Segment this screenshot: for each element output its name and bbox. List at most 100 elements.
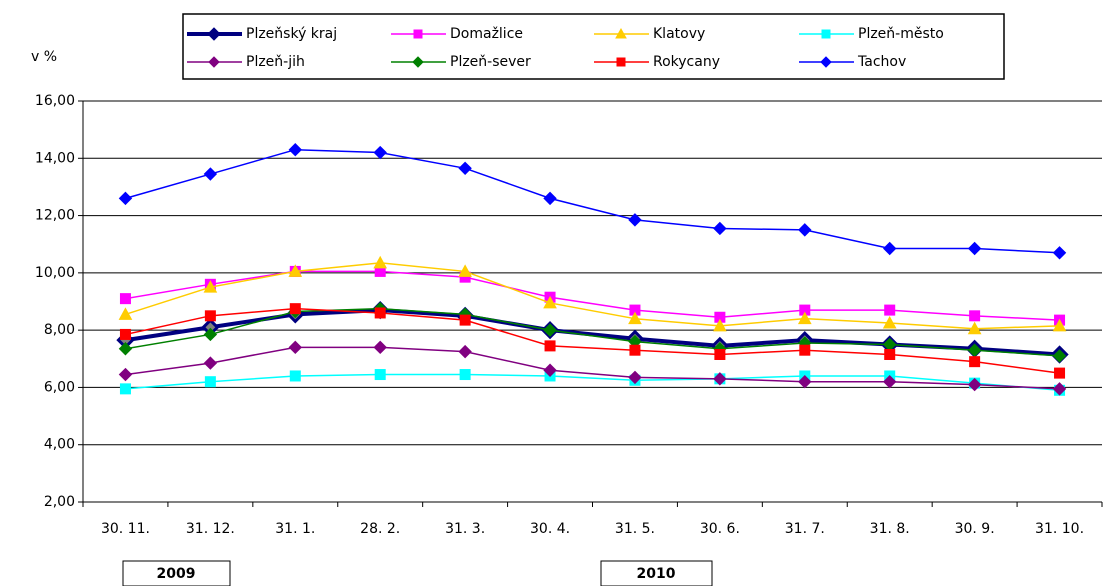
marker xyxy=(203,356,218,370)
marker xyxy=(118,191,133,206)
marker xyxy=(543,363,557,377)
legend-label: Plzeň-jih xyxy=(246,54,305,70)
y-tick-label: 12,00 xyxy=(35,208,75,224)
series-line xyxy=(125,262,1060,330)
marker xyxy=(883,241,897,256)
marker xyxy=(628,213,642,227)
marker xyxy=(615,27,627,39)
marker xyxy=(289,303,301,315)
marker xyxy=(714,348,726,360)
marker xyxy=(288,340,302,355)
legend-label: Plzeň-město xyxy=(858,26,944,42)
x-tick-label: 31. 10. xyxy=(1035,521,1084,537)
year-label: 2009 xyxy=(157,566,196,582)
x-tick-label: 31. 3. xyxy=(445,521,485,537)
marker xyxy=(1054,367,1066,379)
marker xyxy=(969,310,981,322)
marker xyxy=(119,383,131,395)
legend-label: Plzeň-sever xyxy=(450,54,531,70)
y-axis-label: v % xyxy=(31,49,57,65)
series-line xyxy=(125,270,1060,321)
y-tick-label: 16,00 xyxy=(35,93,75,109)
marker xyxy=(373,145,387,160)
marker xyxy=(413,29,423,39)
x-tick-label: 31. 5. xyxy=(615,521,655,537)
marker xyxy=(543,191,557,206)
marker xyxy=(373,255,388,269)
marker xyxy=(118,307,133,320)
marker xyxy=(799,344,811,356)
marker xyxy=(204,310,216,322)
y-tick-label: 4,00 xyxy=(44,437,75,453)
marker xyxy=(119,328,131,340)
marker xyxy=(203,167,218,181)
legend-label: Rokycany xyxy=(653,54,720,70)
year-label: 2010 xyxy=(637,566,676,582)
marker xyxy=(713,318,727,332)
marker xyxy=(458,161,472,176)
marker xyxy=(288,264,303,277)
marker xyxy=(967,241,982,256)
marker xyxy=(969,356,981,368)
marker xyxy=(203,327,218,342)
marker xyxy=(967,377,982,392)
series-line xyxy=(125,307,1060,357)
legend-label: Domažlice xyxy=(450,26,523,42)
marker xyxy=(459,369,471,381)
x-tick-label: 31. 12. xyxy=(186,521,235,537)
series-line xyxy=(125,307,1060,374)
marker xyxy=(543,295,557,309)
marker xyxy=(798,223,812,237)
legend-label: Klatovy xyxy=(653,26,705,42)
marker xyxy=(459,314,471,326)
marker xyxy=(884,304,896,316)
marker xyxy=(1052,349,1067,363)
marker xyxy=(412,56,424,68)
marker xyxy=(1052,318,1067,332)
y-tick-label: 8,00 xyxy=(44,322,75,338)
marker xyxy=(713,221,727,236)
x-tick-label: 31. 1. xyxy=(275,521,315,537)
marker xyxy=(543,323,557,337)
marker xyxy=(797,311,812,325)
marker xyxy=(798,374,812,389)
series-line xyxy=(125,373,1060,392)
marker xyxy=(821,29,831,39)
marker xyxy=(1052,382,1067,396)
marker xyxy=(883,374,897,389)
marker xyxy=(458,264,472,277)
marker xyxy=(713,372,727,386)
marker xyxy=(1052,246,1067,260)
x-tick-label: 31. 8. xyxy=(870,521,910,537)
x-tick-label: 30. 9. xyxy=(955,521,995,537)
series-line xyxy=(125,346,1060,390)
legend-label: Plzeňský kraj xyxy=(246,26,337,42)
marker xyxy=(119,293,131,305)
y-tick-label: 10,00 xyxy=(35,265,75,281)
x-tick-label: 31. 7. xyxy=(785,521,825,537)
series-line xyxy=(125,148,1060,254)
year-box xyxy=(600,560,713,586)
x-tick-label: 30. 11. xyxy=(101,521,150,537)
x-tick-label: 30. 6. xyxy=(700,521,740,537)
marker xyxy=(882,315,897,329)
marker xyxy=(374,307,386,319)
marker xyxy=(288,142,302,157)
marker xyxy=(884,348,896,360)
marker xyxy=(616,57,626,67)
y-tick-label: 2,00 xyxy=(44,494,75,510)
year-box xyxy=(122,560,231,586)
marker xyxy=(628,370,642,385)
legend-box xyxy=(182,13,1005,80)
marker xyxy=(458,344,472,359)
marker xyxy=(289,370,301,382)
marker xyxy=(118,367,133,382)
marker xyxy=(967,321,982,335)
marker xyxy=(208,56,220,68)
marker xyxy=(204,376,216,388)
marker xyxy=(544,340,556,352)
legend-label: Tachov xyxy=(857,54,906,70)
marker xyxy=(207,27,221,41)
